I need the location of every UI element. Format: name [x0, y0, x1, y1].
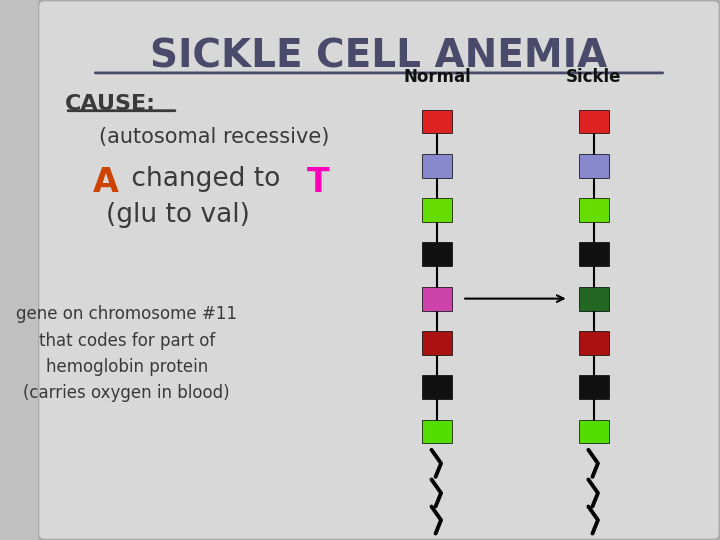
FancyBboxPatch shape [422, 110, 452, 133]
Text: (glu to val): (glu to val) [106, 202, 250, 228]
FancyBboxPatch shape [422, 420, 452, 443]
Text: Normal: Normal [403, 68, 471, 85]
FancyBboxPatch shape [422, 198, 452, 222]
FancyBboxPatch shape [579, 287, 609, 310]
FancyBboxPatch shape [579, 420, 609, 443]
FancyBboxPatch shape [579, 154, 609, 178]
FancyBboxPatch shape [579, 198, 609, 222]
FancyBboxPatch shape [579, 242, 609, 266]
Text: SICKLE CELL ANEMIA: SICKLE CELL ANEMIA [150, 38, 608, 76]
Text: T: T [307, 166, 330, 199]
FancyBboxPatch shape [422, 287, 452, 310]
Text: (autosomal recessive): (autosomal recessive) [99, 127, 330, 147]
Text: gene on chromosome #11
that codes for part of
hemoglobin protein
(carries oxygen: gene on chromosome #11 that codes for pa… [16, 305, 237, 402]
FancyBboxPatch shape [579, 110, 609, 133]
Text: Sickle: Sickle [566, 68, 621, 85]
Text: CAUSE:: CAUSE: [66, 94, 156, 114]
FancyBboxPatch shape [579, 331, 609, 355]
Text: changed to: changed to [123, 166, 289, 192]
FancyBboxPatch shape [579, 375, 609, 399]
Text: A: A [93, 166, 118, 199]
FancyBboxPatch shape [422, 331, 452, 355]
FancyBboxPatch shape [422, 375, 452, 399]
FancyBboxPatch shape [422, 154, 452, 178]
FancyBboxPatch shape [38, 0, 720, 540]
FancyBboxPatch shape [422, 242, 452, 266]
